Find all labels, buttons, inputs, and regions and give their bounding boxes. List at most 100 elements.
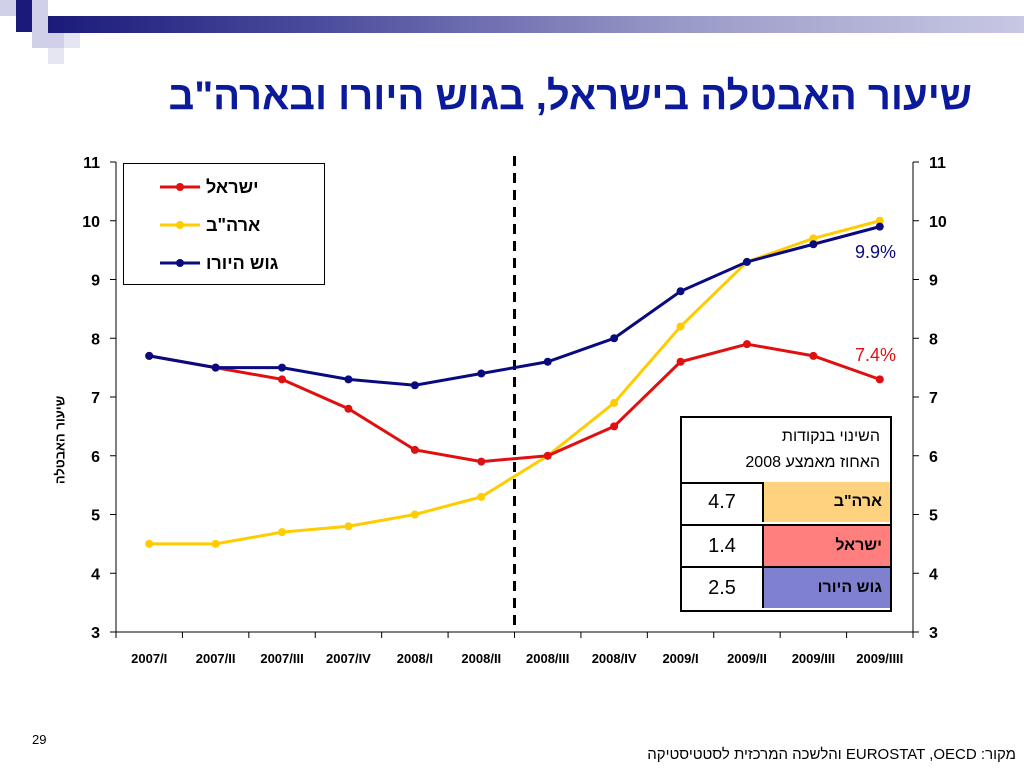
data-point-israel bbox=[278, 375, 287, 384]
series-line-eurozone bbox=[148, 225, 881, 387]
data-point-eurozone bbox=[477, 369, 486, 378]
corner-square-9 bbox=[48, 48, 64, 64]
data-point-usa bbox=[278, 528, 287, 537]
table-header: השינוי בנקודות האחוז מאמצע 2008 bbox=[682, 418, 890, 484]
y-tick-label-left: 3 bbox=[91, 625, 100, 642]
corner-square-6 bbox=[32, 32, 48, 48]
y-tick-label-right: 9 bbox=[929, 273, 938, 290]
chart-legend: ישראל ארה"ב גוש היורו bbox=[123, 163, 325, 285]
source-note: מקור: EUROSTAT ,OECD והלשכה המרכזית לסטט… bbox=[647, 746, 1016, 763]
y-tick-label-right: 4 bbox=[929, 566, 938, 583]
legend-label-usa: ארה"ב bbox=[206, 215, 261, 235]
x-tick-label: 2009/III bbox=[792, 651, 835, 666]
data-point-israel bbox=[410, 445, 419, 454]
corner-square-1 bbox=[0, 0, 16, 16]
y-tick-label-right: 10 bbox=[929, 214, 947, 231]
x-tick-label: 2008/I bbox=[397, 651, 433, 666]
series-line-israel bbox=[148, 342, 881, 464]
x-tick-label: 2007/III bbox=[260, 651, 303, 666]
data-point-eurozone bbox=[211, 363, 220, 372]
legend-item-usa: ארה"ב bbox=[124, 210, 324, 240]
y-tick-label-right: 3 bbox=[929, 625, 938, 642]
y-tick-label-left: 6 bbox=[91, 449, 100, 466]
y-tick-label-right: 5 bbox=[929, 508, 938, 525]
table-value-israel: 1.4 bbox=[682, 526, 764, 566]
table-row-usa: 4.7 ארה"ב bbox=[682, 482, 890, 522]
slide-title: שיעור האבטלה בישראל, בגוש היורו ובארה"ב bbox=[168, 74, 972, 118]
data-point-israel bbox=[477, 457, 486, 466]
header-gradient-bar bbox=[48, 16, 1024, 33]
table-name-eurozone: גוש היורו bbox=[764, 568, 890, 608]
data-point-israel bbox=[344, 404, 353, 413]
data-point-usa bbox=[410, 510, 419, 519]
legend-label-eurozone: גוש היורו bbox=[206, 253, 279, 273]
end-label-eurozone: 9.9% bbox=[855, 242, 897, 262]
legend-swatch-eurozone bbox=[160, 259, 200, 267]
page-number: 29 bbox=[32, 732, 47, 747]
data-point-israel bbox=[543, 451, 552, 460]
x-tick-label: 2007/IV bbox=[326, 651, 371, 666]
data-point-usa bbox=[344, 522, 353, 531]
corner-square-3 bbox=[32, 0, 48, 16]
x-tick-label: 2007/II bbox=[196, 651, 236, 666]
data-point-eurozone bbox=[610, 334, 619, 343]
legend-swatch-usa bbox=[160, 221, 200, 229]
data-point-israel bbox=[676, 357, 685, 366]
data-point-eurozone bbox=[278, 363, 287, 372]
table-header-line-1: השינוי בנקודות bbox=[781, 428, 880, 445]
unemployment-line-chart: 3 3 4 4 5 5 6 6 7 7 8 8 9 9 10 10 11 11 2007/I 2007/II 2007/… bbox=[82, 155, 947, 666]
y-tick-label-left: 7 bbox=[91, 390, 100, 407]
x-tick-label: 2008/II bbox=[461, 651, 501, 666]
corner-square-8 bbox=[64, 32, 80, 48]
y-tick-label-left: 8 bbox=[91, 331, 100, 348]
data-point-israel bbox=[742, 340, 751, 349]
x-tick-label: 2007/I bbox=[131, 651, 167, 666]
data-point-eurozone bbox=[543, 357, 552, 366]
corner-square-4 bbox=[16, 16, 32, 32]
legend-label-israel: ישראל bbox=[206, 177, 259, 197]
end-label-israel: 7.4% bbox=[855, 345, 897, 365]
data-point-usa bbox=[875, 216, 884, 225]
table-header-line-2: האחוז מאמצע 2008 bbox=[745, 454, 880, 471]
y-tick-label-left: 5 bbox=[91, 508, 100, 525]
legend-swatch-israel bbox=[160, 183, 200, 191]
data-point-usa bbox=[610, 398, 619, 407]
table-value-usa: 4.7 bbox=[682, 482, 764, 522]
y-tick-label-left: 4 bbox=[91, 566, 100, 583]
x-tick-label: 2009/II bbox=[727, 651, 767, 666]
corner-square-2 bbox=[16, 0, 32, 16]
corner-square-5 bbox=[32, 16, 48, 32]
data-point-eurozone bbox=[344, 375, 353, 384]
table-name-usa: ארה"ב bbox=[764, 482, 890, 522]
x-tick-label: 2009/IIII bbox=[856, 651, 903, 666]
data-point-usa bbox=[211, 539, 220, 548]
x-tick-label: 2008/IV bbox=[592, 651, 637, 666]
y-tick-label-left: 10 bbox=[82, 214, 100, 231]
y-axis-label: שיעור האבטלה bbox=[52, 395, 68, 485]
data-point-israel bbox=[875, 375, 884, 384]
x-tick-label: 2009/I bbox=[662, 651, 698, 666]
data-point-eurozone bbox=[809, 240, 818, 249]
y-tick-label-right: 11 bbox=[929, 155, 946, 172]
change-since-mid-2008-table: השינוי בנקודות האחוז מאמצע 2008 4.7 ארה"… bbox=[680, 416, 892, 612]
y-tick-label-left: 11 bbox=[83, 155, 100, 172]
table-row-eurozone: 2.5 גוש היורו bbox=[682, 566, 890, 608]
data-point-israel bbox=[809, 351, 818, 360]
data-point-eurozone bbox=[145, 351, 154, 360]
data-point-eurozone bbox=[742, 257, 751, 266]
table-name-israel: ישראל bbox=[764, 526, 890, 566]
data-point-usa bbox=[809, 234, 818, 243]
y-tick-label-left: 9 bbox=[91, 273, 100, 290]
data-point-usa bbox=[477, 492, 486, 501]
table-value-eurozone: 2.5 bbox=[682, 568, 764, 608]
x-tick-label: 2008/III bbox=[526, 651, 569, 666]
data-point-eurozone bbox=[410, 381, 419, 390]
legend-item-israel: ישראל bbox=[124, 172, 324, 202]
data-point-usa bbox=[676, 322, 685, 331]
data-point-eurozone bbox=[875, 222, 884, 231]
y-tick-label-right: 7 bbox=[929, 390, 938, 407]
table-row-israel: 1.4 ישראל bbox=[682, 524, 890, 566]
corner-square-7 bbox=[48, 32, 64, 48]
data-point-israel bbox=[610, 422, 619, 431]
legend-item-eurozone: גוש היורו bbox=[124, 248, 324, 278]
